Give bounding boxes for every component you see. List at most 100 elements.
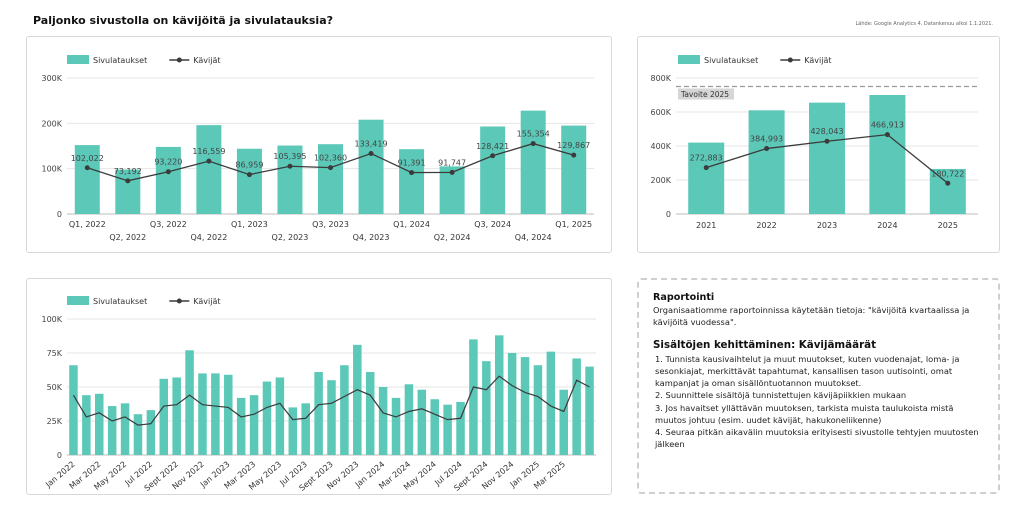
data-label: 180,722 <box>931 169 964 178</box>
data-label: 91,391 <box>398 159 426 168</box>
bar <box>318 144 343 214</box>
bar <box>159 378 169 455</box>
y-tick-label: 100K <box>41 165 62 174</box>
bar <box>314 372 323 455</box>
bar <box>262 381 272 455</box>
bar <box>277 145 303 214</box>
bar <box>288 407 298 455</box>
monthly-chart-card: Sivulataukset Kävijät 0 25K 50K 75K 100K Jan 20… <box>26 278 612 495</box>
bar <box>456 401 465 455</box>
y-tick-label: 0 <box>57 210 62 219</box>
y-tick-label: 800K <box>650 74 671 83</box>
notes-heading-reporting: Raportointi <box>653 292 715 303</box>
x-tick-label: 2025 <box>938 221 958 230</box>
notes-heading-development: Sisältöjen kehittäminen: Kävijämäärät <box>653 338 877 351</box>
x-tick-label: Q1, 2024 <box>393 220 430 229</box>
bar <box>482 361 491 455</box>
bar <box>469 339 478 455</box>
bar <box>391 397 401 455</box>
data-label: 91,747 <box>438 158 466 167</box>
bar <box>340 365 349 455</box>
line-marker <box>945 180 951 186</box>
data-label: 102,022 <box>71 154 104 163</box>
x-tick-label: Q2, 2023 <box>272 233 309 242</box>
x-tick-label: Q1, 2025 <box>555 220 592 229</box>
legend-swatch-bar <box>678 55 700 64</box>
data-label: 105,395 <box>273 152 306 161</box>
bar <box>809 102 845 214</box>
legend-swatch-bar <box>67 296 89 305</box>
legend-label-line: Kävijät <box>193 56 220 65</box>
line-marker <box>824 138 830 144</box>
bar <box>275 377 285 455</box>
bar <box>146 410 156 455</box>
legend-swatch-bar <box>67 55 89 64</box>
y-tick-label: 600K <box>650 108 671 117</box>
data-label: 102,360 <box>314 154 347 163</box>
bar <box>196 125 222 214</box>
bar <box>748 110 785 214</box>
bar <box>185 350 194 455</box>
bar <box>480 126 506 214</box>
page-title: Paljonko sivustolla on kävijöitä ja sivu… <box>33 14 333 27</box>
legend-label-bar: Sivulataukset <box>93 56 147 65</box>
x-tick-label: Q2, 2022 <box>109 233 146 242</box>
bar <box>378 387 388 455</box>
y-tick-label: 0 <box>666 210 671 219</box>
target-label: Tavoite 2025 <box>680 90 729 99</box>
y-tick-label: 400K <box>650 142 671 151</box>
quarterly-chart: Sivulataukset Kävijät 0 100K 200K 300K 102,022… <box>41 55 594 242</box>
bar <box>74 145 100 214</box>
data-label: 116,559 <box>192 147 225 156</box>
x-tick-label: Q1, 2022 <box>69 220 106 229</box>
bar <box>211 373 220 455</box>
data-label: 129,867 <box>557 141 590 150</box>
legend-label-line: Kävijät <box>193 297 220 306</box>
bar <box>430 399 439 455</box>
line-marker <box>530 141 536 147</box>
bar <box>365 372 375 455</box>
y-tick-label: 300K <box>41 74 62 83</box>
target-label-bg <box>678 88 734 100</box>
bar <box>929 168 966 214</box>
x-tick-label: Q3, 2024 <box>474 220 511 229</box>
line-marker <box>287 163 293 169</box>
bar <box>120 403 130 455</box>
yearly-chart: Sivulataukset Kävijät 0 200K 400K 600K 800K Tav… <box>650 55 978 230</box>
y-tick-label: 200K <box>41 119 62 128</box>
bar <box>443 404 452 455</box>
line-marker <box>409 170 415 176</box>
line-marker <box>884 132 890 138</box>
bar <box>249 395 259 455</box>
bar <box>546 351 556 455</box>
legend-swatch-marker <box>176 298 182 304</box>
data-label: 93,220 <box>154 158 182 167</box>
notes-content: Raportointi Organisaatiomme raportoinnis… <box>653 292 986 450</box>
data-label: 466,913 <box>871 121 904 130</box>
data-label: 272,883 <box>690 154 723 163</box>
bar <box>198 373 207 455</box>
x-tick-label: Q1, 2023 <box>231 220 268 229</box>
line-marker <box>449 169 455 175</box>
series-line <box>72 375 590 426</box>
notes-list-item: 3. Jos havaitset yllättävän muutoksen, t… <box>655 402 954 425</box>
x-tick-label: 2021 <box>696 221 716 230</box>
legend-swatch-marker <box>176 57 182 63</box>
bar <box>494 335 504 455</box>
line-marker <box>571 152 577 158</box>
legend-label-line: Kävijät <box>804 56 831 65</box>
bar <box>417 389 427 455</box>
y-tick-label: 200K <box>650 176 671 185</box>
bar <box>520 110 546 214</box>
bar <box>561 125 587 214</box>
line-marker <box>368 151 374 157</box>
notes-list-item: 2. Suunnittele sisältöjä tunnistettujen … <box>655 390 907 401</box>
legend-label-bar: Sivulataukset <box>704 56 758 65</box>
bar <box>585 366 594 455</box>
bar <box>572 358 581 455</box>
bar <box>133 414 143 455</box>
legend-label-bar: Sivulataukset <box>93 297 147 306</box>
bar <box>236 397 246 455</box>
line-marker <box>490 153 496 159</box>
